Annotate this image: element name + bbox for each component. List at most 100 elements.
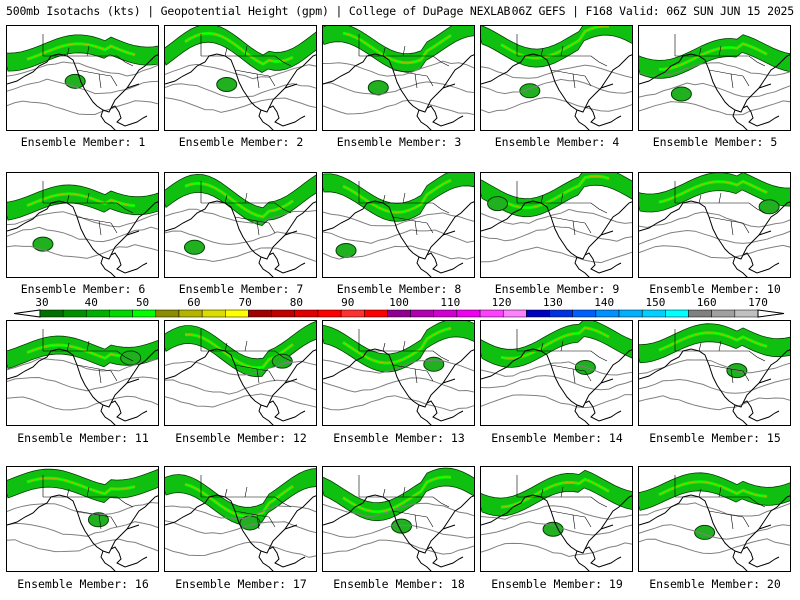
chart-header: 500mb Isotachs (kts) | Geopotential Heig… — [0, 0, 800, 22]
jet-stream-swath — [481, 173, 632, 218]
height-contour — [481, 375, 632, 391]
jet-max — [500, 478, 610, 508]
political-borders — [200, 34, 292, 89]
jet-max — [500, 175, 610, 209]
colorbar-segment — [595, 309, 620, 318]
height-contour — [165, 83, 316, 99]
colorbar-segment — [410, 309, 434, 318]
colorbar-segment — [364, 309, 388, 318]
ensemble-member-caption: Ensemble Member: 18 — [333, 577, 465, 591]
coastline — [481, 348, 632, 425]
isotach-map — [323, 173, 474, 277]
colorbar-segment — [456, 309, 481, 318]
colorbar-segment — [665, 309, 689, 318]
political-borders — [358, 34, 450, 89]
colorbar-segment — [688, 309, 712, 318]
political-borders — [674, 475, 766, 530]
coastline — [165, 53, 316, 130]
jet-max — [26, 344, 136, 359]
colorbar-segment — [317, 309, 342, 318]
height-contour — [165, 247, 316, 263]
isotach-map — [639, 173, 790, 277]
colorbar-tick-label: 110 — [440, 296, 461, 309]
colorbar-left-arrow — [13, 309, 41, 318]
height-contour — [165, 360, 316, 376]
colorbar-segment — [271, 309, 296, 318]
isotach-map — [7, 468, 158, 571]
colorbar-segment — [549, 309, 573, 318]
coastline — [323, 53, 474, 130]
colorbar-segment — [178, 309, 203, 318]
political-borders — [358, 181, 450, 236]
closed-low-isotach — [271, 353, 293, 369]
coastline — [7, 53, 158, 130]
colorbar-tick-label: 130 — [542, 296, 563, 309]
ensemble-map-panel — [164, 172, 317, 278]
height-contour — [481, 394, 632, 409]
jet-stream-swath — [323, 26, 474, 73]
coastline — [481, 494, 632, 571]
jet-stream-swath — [639, 472, 790, 511]
colorbar-segment — [294, 309, 319, 318]
political-borders — [674, 329, 766, 384]
ensemble-member-caption: Ensemble Member: 13 — [333, 431, 465, 445]
height-contour — [165, 97, 316, 113]
height-contour — [323, 359, 474, 374]
height-contour — [7, 395, 158, 411]
closed-low-isotach — [216, 76, 238, 92]
ensemble-member-caption: Ensemble Member: 12 — [175, 431, 307, 445]
colorbar-segment — [340, 309, 365, 318]
height-contour — [639, 378, 790, 394]
height-contour — [481, 361, 632, 377]
height-contour — [7, 78, 158, 95]
closed-low-isotach — [32, 236, 54, 252]
height-contour — [323, 245, 474, 260]
isotach-map — [639, 34, 790, 130]
height-contour — [7, 358, 158, 372]
height-contour — [481, 64, 632, 79]
jet-max — [26, 193, 136, 207]
height-contour — [323, 211, 474, 227]
colorbar-right-arrow — [757, 309, 785, 318]
political-borders — [674, 34, 766, 89]
colorbar-segment — [734, 309, 759, 318]
ensemble-map-panel — [164, 25, 317, 131]
jet-max — [500, 26, 609, 59]
ensemble-member-caption: Ensemble Member: 10 — [649, 282, 781, 296]
height-contour — [7, 538, 158, 553]
political-borders — [358, 475, 450, 530]
ensemble-map-panel — [480, 466, 633, 572]
isotach-map — [481, 469, 632, 571]
isotach-map — [481, 173, 632, 277]
height-contour — [639, 395, 790, 411]
closed-low-isotach — [183, 239, 205, 255]
ensemble-map-panel — [322, 25, 475, 131]
height-contour — [639, 524, 790, 540]
jet-max — [658, 332, 768, 351]
colorbar-tick-label: 40 — [84, 296, 98, 309]
coastline — [165, 200, 316, 277]
political-borders — [674, 181, 766, 236]
ensemble-member-caption: Ensemble Member: 6 — [20, 282, 146, 296]
jet-max — [342, 476, 452, 513]
ensemble-map-panel — [480, 320, 633, 426]
isotach-map — [323, 467, 474, 571]
height-contour — [639, 502, 790, 517]
colorbar-segment — [225, 309, 249, 318]
political-borders — [516, 181, 608, 236]
height-contour — [165, 63, 316, 80]
political-borders — [200, 181, 292, 236]
ensemble-map-panel — [164, 320, 317, 426]
isotach-map — [323, 321, 474, 425]
colorbar-segment — [526, 309, 550, 318]
colorbar-tick-label: 80 — [289, 296, 304, 309]
height-contour — [7, 100, 158, 115]
height-contour — [323, 524, 474, 539]
coastline — [7, 348, 158, 425]
height-contour — [7, 226, 158, 243]
closed-low-isotach — [542, 521, 564, 537]
ensemble-map-panel — [638, 320, 791, 426]
height-contour — [323, 60, 474, 77]
height-contour — [481, 225, 632, 242]
jet-stream-swath — [7, 335, 158, 370]
